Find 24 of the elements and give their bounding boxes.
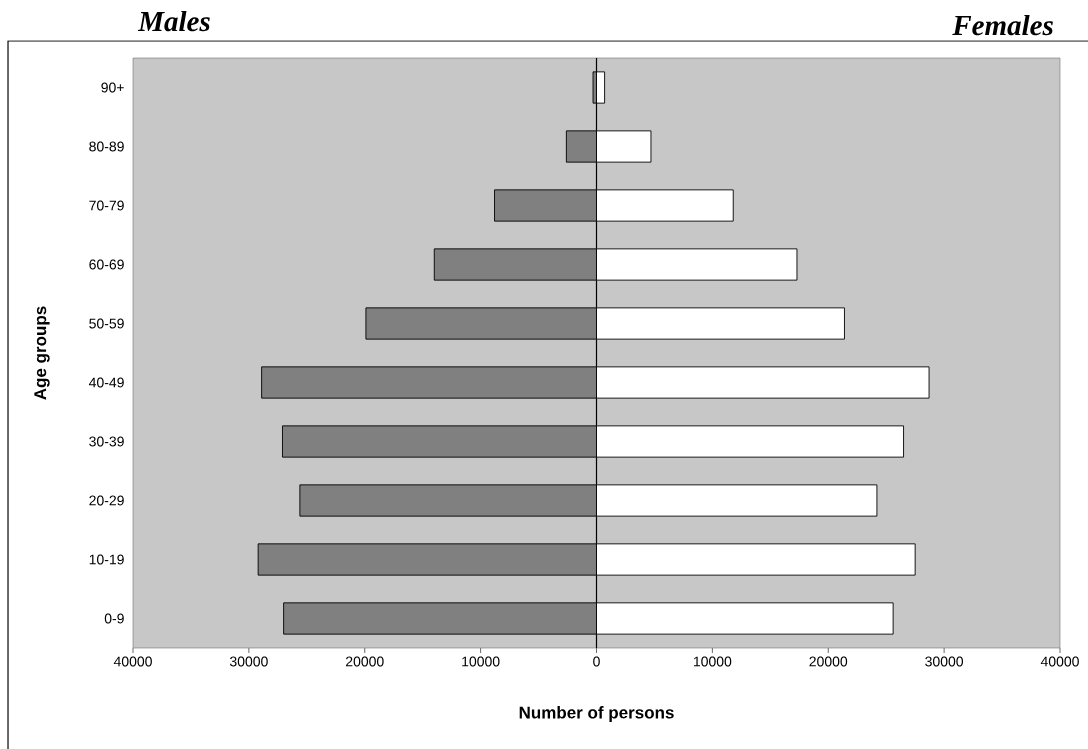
x-tick-label: 40000 — [1040, 656, 1079, 667]
x-tick-label: 30000 — [925, 656, 964, 667]
y-tick-label: 40-49 — [88, 377, 124, 388]
x-tick-label: 0 — [593, 656, 600, 667]
x-tick-label: 10000 — [462, 656, 500, 667]
y-tick-label: 90+ — [101, 82, 124, 93]
text: Males — [137, 10, 210, 32]
x-tick-label: 40000 — [113, 656, 152, 667]
y-tick-label: 80-89 — [89, 141, 124, 152]
x-tick-label: 20000 — [809, 656, 848, 667]
text: Females — [952, 14, 1053, 36]
x-tick-label: 30000 — [229, 656, 268, 667]
y-tick-label: 70-79 — [89, 200, 124, 211]
y-tick-label: 10-19 — [89, 554, 124, 565]
y-tick-label: 60-69 — [89, 259, 124, 270]
y-tick-label: 50-59 — [89, 318, 124, 329]
x-axis-title: Number of persons — [519, 706, 674, 722]
y-tick-label: 20-29 — [89, 495, 124, 506]
x-tick-label: 10000 — [693, 656, 732, 667]
y-tick-label: 30-39 — [89, 436, 124, 447]
y-axis-title: Age groups — [34, 306, 50, 400]
y-tick-label: 0-9 — [104, 613, 124, 624]
x-tick-label: 20000 — [345, 656, 384, 667]
bar — [596, 71, 606, 104]
